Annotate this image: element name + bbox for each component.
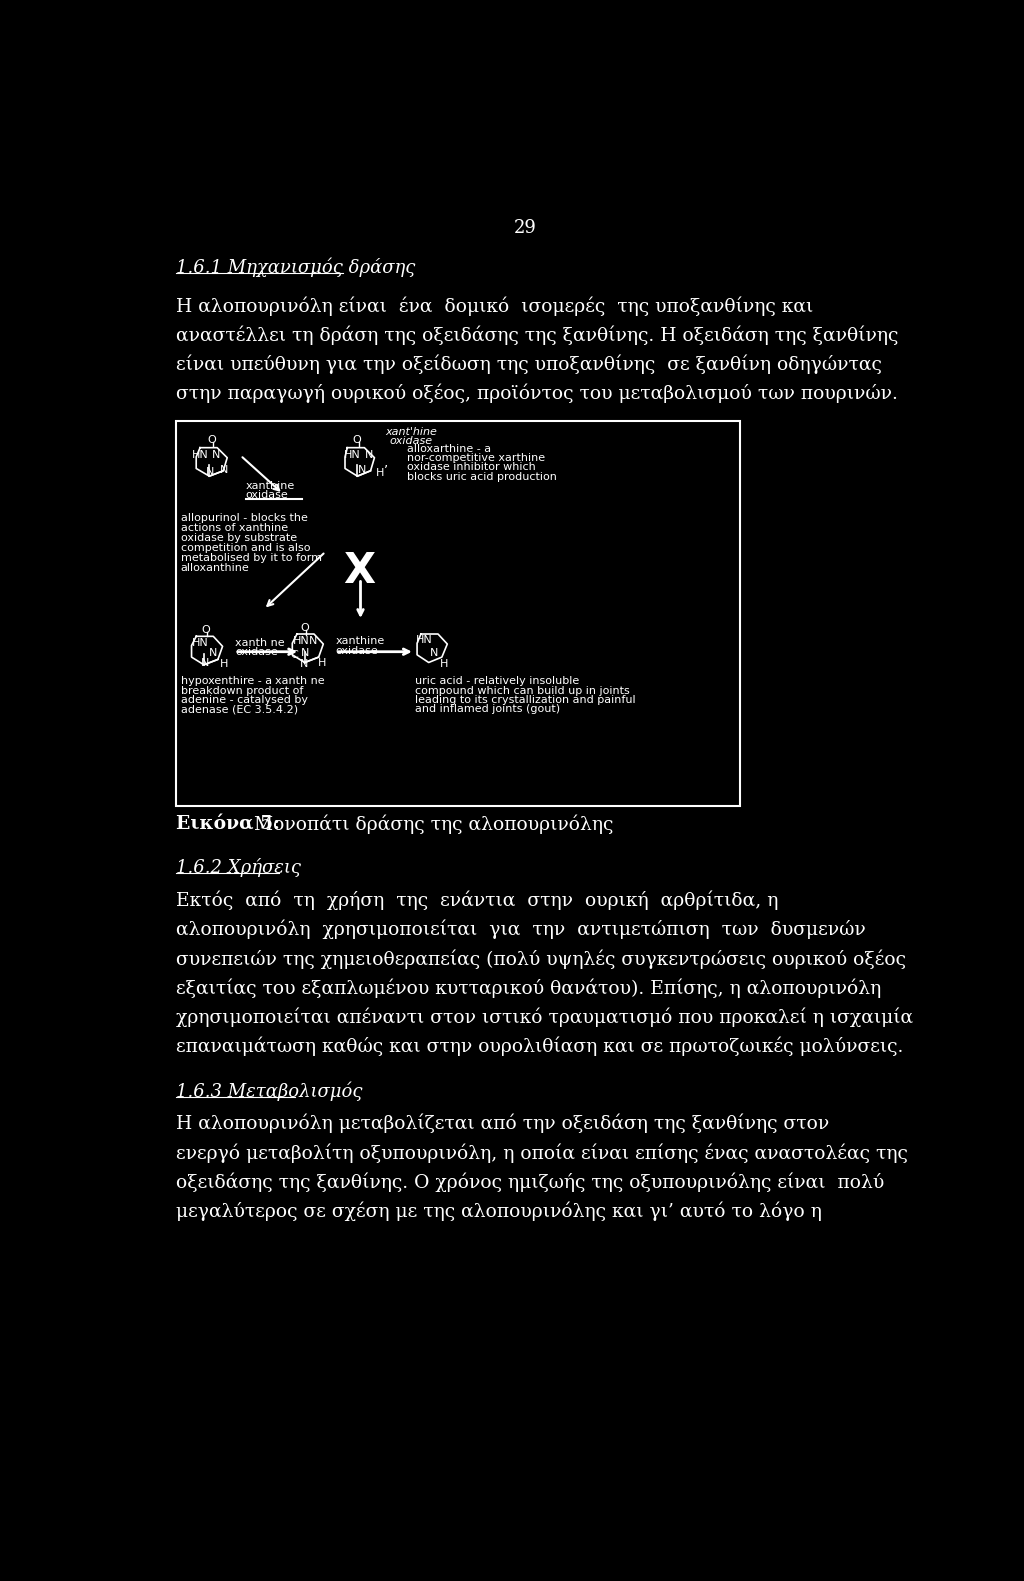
Text: N: N (430, 648, 438, 658)
Text: HN: HN (343, 451, 360, 460)
Text: N: N (300, 659, 308, 669)
Text: ενεργό μεταβολίτη οξυπουρινόλη, η οποία είναι επίσης ένας αναστολέας της: ενεργό μεταβολίτη οξυπουρινόλη, η οποία … (176, 1143, 908, 1162)
Text: επαναιμάτωση καθώς και στην ουρολιθίαση και σε πρωτοζωικές μολύνσεις.: επαναιμάτωση καθώς και στην ουρολιθίαση … (176, 1037, 903, 1056)
Text: N: N (212, 451, 220, 460)
Text: X: X (343, 550, 375, 591)
Text: Η αλοπουρινόλη είναι  ένα  δομικό  ισομερές  της υποξανθίνης και: Η αλοπουρινόλη είναι ένα δομικό ισομερές… (176, 296, 813, 316)
Bar (176, 421, 740, 806)
Text: xanthine: xanthine (246, 481, 295, 490)
Text: N: N (365, 451, 373, 460)
Text: 1.6.2 Χρήσεις: 1.6.2 Χρήσεις (176, 858, 301, 877)
Text: and inflamed joints (gout): and inflamed joints (gout) (415, 704, 560, 715)
Text: N: N (206, 466, 214, 477)
Text: nor-competitive xarthine: nor-competitive xarthine (407, 454, 545, 463)
Text: xanth ne: xanth ne (234, 637, 285, 648)
Text: N: N (301, 648, 309, 658)
Text: οξειδάσης της ξανθίνης. Ο χρόνος ημιζωής της οξυπουρινόλης είναι  πολύ: οξειδάσης της ξανθίνης. Ο χρόνος ημιζωής… (176, 1172, 885, 1192)
Text: εξαιτίας του εξαπλωμένου κυτταρικού θανάτου). Επίσης, η αλοπουρινόλη: εξαιτίας του εξαπλωμένου κυτταρικού θανά… (176, 979, 882, 998)
Text: xanth ne: xanth ne (275, 677, 325, 686)
Text: leading to its crystallization and painful: leading to its crystallization and painf… (415, 694, 635, 705)
Text: συνεπειών της χημειοθεραπείας (πολύ υψηλές συγκεντρώσεις ουρικού οξέος: συνεπειών της χημειοθεραπείας (πολύ υψηλ… (176, 949, 906, 969)
Text: H: H (376, 468, 384, 479)
Text: είναι υπεύθυνη για την οξείδωση της υποξανθίνης  σε ξανθίνη οδηγώντας: είναι υπεύθυνη για την οξείδωση της υποξ… (176, 354, 882, 375)
Text: oxidase: oxidase (389, 436, 432, 446)
Text: H: H (440, 659, 449, 669)
Text: allopurinol - blocks the: allopurinol - blocks the (180, 514, 307, 523)
Text: blocks uric acid production: blocks uric acid production (407, 471, 557, 482)
Text: actions of xanthine: actions of xanthine (180, 523, 288, 533)
Text: metabolised by it to form: metabolised by it to form (180, 553, 322, 563)
Text: alloxanthine: alloxanthine (180, 563, 250, 574)
Text: oxidase: oxidase (234, 647, 278, 658)
Text: adenine - catalysed by: adenine - catalysed by (180, 694, 307, 705)
Text: N: N (309, 636, 317, 647)
Text: Εκτός  από  τη  χρήση  της  ενάντια  στην  ουρική  αρθρίτιδα, η: Εκτός από τη χρήση της ενάντια στην ουρι… (176, 890, 778, 911)
Text: compound which can build up in joints: compound which can build up in joints (415, 686, 630, 696)
Text: ,: , (384, 455, 388, 470)
Text: N: N (219, 465, 227, 476)
Text: alloxarthine - a: alloxarthine - a (407, 444, 492, 454)
Text: στην παραγωγή ουρικού οξέος, προϊόντος του μεταβολισμού των πουρινών.: στην παραγωγή ουρικού οξέος, προϊόντος τ… (176, 384, 898, 403)
Text: oxidase: oxidase (336, 645, 379, 656)
Text: αναστέλλει τη δράση της οξειδάσης της ξανθίνης. Η οξειδάση της ξανθίνης: αναστέλλει τη δράση της οξειδάσης της ξα… (176, 326, 898, 345)
Text: 29: 29 (513, 220, 537, 237)
Text: breakdown product of: breakdown product of (180, 686, 303, 696)
Text: O: O (300, 623, 309, 634)
Text: oxidase by substrate: oxidase by substrate (180, 533, 297, 544)
Text: xanthine: xanthine (336, 636, 385, 647)
Text: N: N (201, 658, 209, 667)
Text: O: O (207, 435, 216, 444)
Text: C: C (291, 650, 299, 661)
Text: N: N (357, 465, 366, 476)
Text: Εικόνα 5:: Εικόνα 5: (176, 814, 280, 833)
Text: HN: HN (293, 636, 310, 647)
Text: O: O (352, 435, 361, 444)
Text: Η αλοπουρινόλη μεταβολίζεται από την οξειδάση της ξανθίνης στον: Η αλοπουρινόλη μεταβολίζεται από την οξε… (176, 1113, 829, 1134)
Text: HN: HN (191, 451, 208, 460)
Text: xant'hine: xant'hine (385, 427, 437, 436)
Text: 1.6.3 Μεταβολισμός: 1.6.3 Μεταβολισμός (176, 1081, 362, 1100)
Text: oxidase: oxidase (246, 490, 289, 500)
Text: oxidase inhibitor which: oxidase inhibitor which (407, 462, 536, 473)
Text: O: O (201, 624, 210, 634)
Text: hypoxenthire - a: hypoxenthire - a (180, 677, 271, 686)
Text: N: N (209, 648, 217, 658)
Text: Μονοπάτι δράσης της αλοπουρινόλης: Μονοπάτι δράσης της αλοπουρινόλης (248, 814, 613, 835)
Text: HN: HN (417, 636, 433, 645)
Text: uric acid - relatively insoluble: uric acid - relatively insoluble (415, 677, 579, 686)
Text: H: H (219, 659, 227, 669)
Text: adenase (EC 3.5.4.2): adenase (EC 3.5.4.2) (180, 704, 298, 715)
Text: 1.6.1 Μηχανισμός δράσης: 1.6.1 Μηχανισμός δράσης (176, 258, 416, 277)
Text: competition and is also: competition and is also (180, 544, 310, 553)
Text: χρησιμοποιείται απέναντι στον ιστικό τραυματισμό που προκαλεί η ισχαιμία: χρησιμοποιείται απέναντι στον ιστικό τρα… (176, 1007, 913, 1028)
Text: μεγαλύτερος σε σχέση με της αλοπουρινόλης και γι’ αυτό το λόγο η: μεγαλύτερος σε σχέση με της αλοπουρινόλη… (176, 1202, 822, 1221)
Text: H: H (317, 658, 327, 667)
Text: αλοπουρινόλη  χρησιμοποιείται  για  την  αντιμετώπιση  των  δυσμενών: αλοπουρινόλη χρησιμοποιείται για την αντ… (176, 920, 866, 939)
Text: HN: HN (191, 637, 208, 648)
